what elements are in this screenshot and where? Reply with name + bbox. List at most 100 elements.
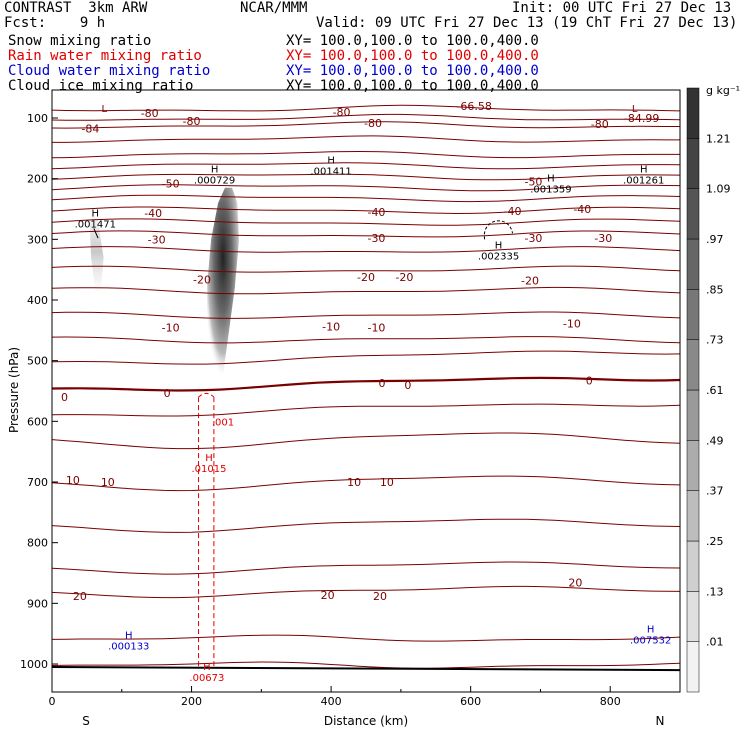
contour-label: -40 <box>573 203 591 216</box>
extremum-letter: H <box>91 208 99 219</box>
y-tick-label: 600 <box>27 415 48 428</box>
extremum-value: .001359 <box>530 185 571 196</box>
x-tick-label: 400 <box>321 695 342 708</box>
field-xy-rain: XY= 100.0,100.0 to 100.0,400.0 <box>286 48 539 64</box>
colorbar: 1.21 1.09 .97 .85 .73 .61 .49 .37 .25 .13 .01 <box>686 87 731 693</box>
contour-label: -10 <box>162 321 180 334</box>
surface-line <box>51 666 681 672</box>
isotherm-line <box>52 135 680 143</box>
rain-contours <box>198 392 215 668</box>
field-name-snow: Snow mixing ratio <box>8 33 152 49</box>
isotherm-line <box>52 150 680 159</box>
contour-label: 0 <box>164 387 171 400</box>
colorbar-tick-label: .97 <box>706 233 724 246</box>
colorbar-swatch <box>686 389 700 441</box>
isotherm-line <box>52 403 680 417</box>
valid-time: Valid: 09 UTC Fri 27 Dec 13 (19 ChT Fri … <box>316 15 738 31</box>
contour-label: -30 <box>367 232 385 245</box>
isotherm-line <box>52 336 680 344</box>
colorbar-tick-label: .01 <box>706 636 724 649</box>
extremum-letter: H <box>495 240 503 251</box>
extremum-letter: H <box>327 156 335 167</box>
colorbar-swatch <box>686 490 700 542</box>
isotherm-line <box>52 475 680 492</box>
extremum-value: .007532 <box>630 635 671 646</box>
extremum-letter: H <box>203 662 211 673</box>
isotherm-line <box>52 230 680 238</box>
isotherm-line <box>52 518 680 533</box>
contour-label: -80 <box>591 118 609 131</box>
y-tick-label: 500 <box>27 355 48 368</box>
colorbar-tick-label: .85 <box>706 283 724 296</box>
x-tick-label: 0 <box>49 695 56 708</box>
colorbar-swatch <box>686 641 700 693</box>
colorbar-swatch <box>686 540 700 592</box>
plot-frame <box>51 89 681 693</box>
contour-label: 10 <box>66 474 80 487</box>
contour-label: -10 <box>322 321 340 334</box>
isotherm-line <box>52 173 680 181</box>
colorbar-tick-label: .13 <box>706 585 724 598</box>
contour-label: -20 <box>521 275 539 288</box>
contour-label: -80 <box>364 117 382 130</box>
isotherm-line <box>52 104 680 112</box>
y-tick-label: 1000 <box>20 658 48 671</box>
extremum-letter: H <box>640 165 648 176</box>
y-tick-label: 800 <box>27 537 48 550</box>
contour-label: 20 <box>373 590 387 603</box>
contour-label: -80 <box>141 107 159 120</box>
x-tick-label: 800 <box>600 695 621 708</box>
isotherm-line <box>52 661 680 669</box>
contour-label: -84.99 <box>624 112 659 125</box>
x-axis: 0 200 400 600 800 <box>49 686 681 708</box>
temperature-isotherms <box>52 104 680 669</box>
extremum-value: .00673 <box>189 673 224 684</box>
extremum-letter: H <box>211 165 219 176</box>
colorbar-tick-label: .73 <box>706 334 724 347</box>
isotherm-line <box>52 113 680 121</box>
contour-label: -40 <box>504 205 522 218</box>
colorbar-swatch <box>686 289 700 340</box>
colorbar-swatch <box>686 188 700 240</box>
contour-labels: -84 -80 -80 -80 -80 -80 -66.58 -84.99 -50 -50 -40 -… <box>61 100 659 603</box>
y-tick-label: 300 <box>27 233 48 246</box>
contour-label: 10 <box>380 476 394 489</box>
rain-contour-cap <box>198 392 215 398</box>
isotherm-line <box>52 121 680 129</box>
extremum-letter: H <box>547 174 555 185</box>
field-name-rain: Rain water mixing ratio <box>8 48 202 64</box>
south-label: S <box>82 714 90 728</box>
isotherm-line <box>52 184 680 192</box>
x-axis-title: Distance (km) <box>324 714 408 728</box>
contour-label: -50 <box>162 178 180 191</box>
isotherm-line <box>52 561 680 575</box>
extrema-labels: L LH.000729H.001411H.001359H.001261H.0014… <box>75 104 672 684</box>
x-tick-label: 600 <box>460 695 481 708</box>
extremum-value: .000729 <box>194 176 235 187</box>
contour-label: 0 <box>404 379 411 392</box>
y-tick-label: 400 <box>27 294 48 307</box>
contour-label: -20 <box>193 273 211 286</box>
isotherm-line <box>52 194 680 203</box>
y-tick-label: 700 <box>27 476 48 489</box>
isotherm-line <box>52 206 680 215</box>
colorbar-tick-label: .61 <box>706 384 724 397</box>
shaded-mixing-ratio <box>52 104 680 669</box>
isotherm-line <box>52 634 680 642</box>
contour-label: 0 <box>379 377 386 390</box>
y-tick-label: 100 <box>27 112 48 125</box>
contour-label: -30 <box>524 232 542 245</box>
contour-label: 20 <box>73 590 87 603</box>
extremum-value: .002335 <box>478 251 519 262</box>
contour-label: -10 <box>367 321 385 334</box>
isotherm-line <box>52 246 680 253</box>
isotherm-line <box>52 585 680 599</box>
contour-label: -50 <box>524 176 542 189</box>
isotherm-line <box>52 286 680 295</box>
colorbar-swatch <box>686 87 700 139</box>
contour-label: -10 <box>563 318 581 331</box>
contour-label: -80 <box>183 115 201 128</box>
field-xy-cloud-water: XY= 100.0,100.0 to 100.0,400.0 <box>286 63 539 79</box>
contour-label: 20 <box>568 577 582 590</box>
